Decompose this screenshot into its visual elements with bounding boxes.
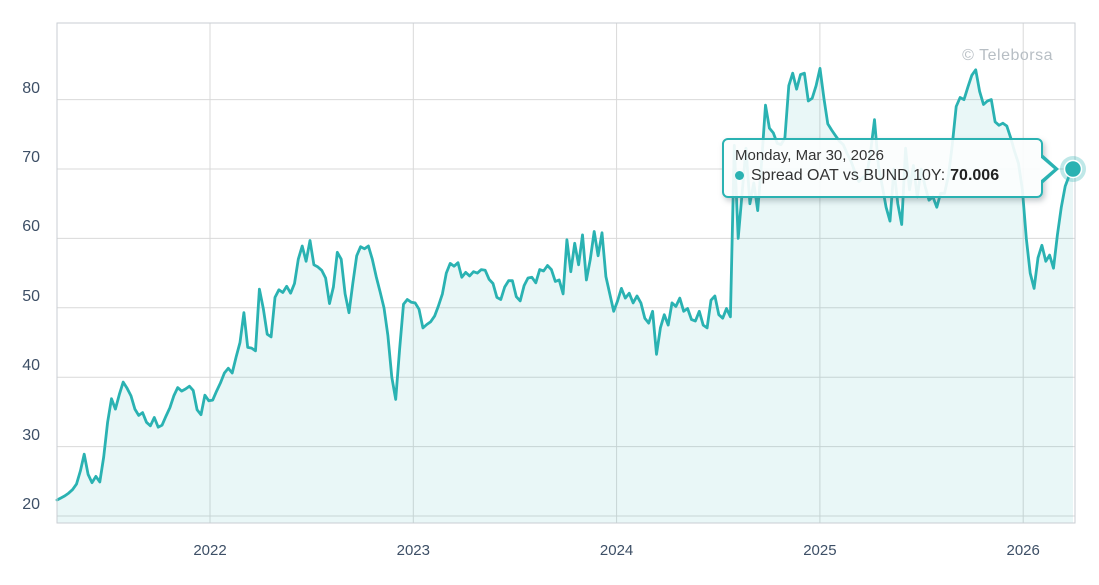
tooltip-value: 70.006 bbox=[950, 167, 1000, 184]
last-point-marker[interactable] bbox=[1063, 159, 1083, 179]
watermark: © Teleborsa bbox=[962, 47, 1053, 64]
y-axis-label: 60 bbox=[22, 218, 40, 236]
tooltip-callout-arrow-inner bbox=[1040, 157, 1054, 181]
tooltip-series-row: Spread OAT vs BUND 10Y: 70.006 bbox=[735, 165, 1041, 186]
tooltip-series-label: Spread OAT vs BUND 10Y: bbox=[751, 167, 946, 184]
y-axis-label: 40 bbox=[22, 357, 40, 375]
x-axis-label: 2024 bbox=[599, 542, 634, 559]
x-axis-label: 2023 bbox=[396, 542, 430, 559]
y-axis-label: 30 bbox=[22, 426, 40, 444]
plot-border bbox=[56, 22, 1076, 524]
series-area bbox=[57, 68, 1073, 524]
tooltip: Monday, Mar 30, 2026 Spread OAT vs BUND … bbox=[722, 138, 1059, 198]
x-axis-label: 2022 bbox=[193, 542, 227, 559]
tooltip-date: Monday, Mar 30, 2026 bbox=[735, 147, 884, 164]
series-bullet-icon bbox=[735, 171, 744, 180]
y-axis-label: 80 bbox=[22, 79, 40, 97]
x-axis-label: 2026 bbox=[1006, 542, 1040, 559]
y-axis-label: 70 bbox=[22, 149, 40, 166]
y-axis-label: 50 bbox=[22, 287, 40, 305]
y-axis-label: 20 bbox=[22, 496, 40, 513]
x-axis-label: 2025 bbox=[803, 542, 837, 559]
